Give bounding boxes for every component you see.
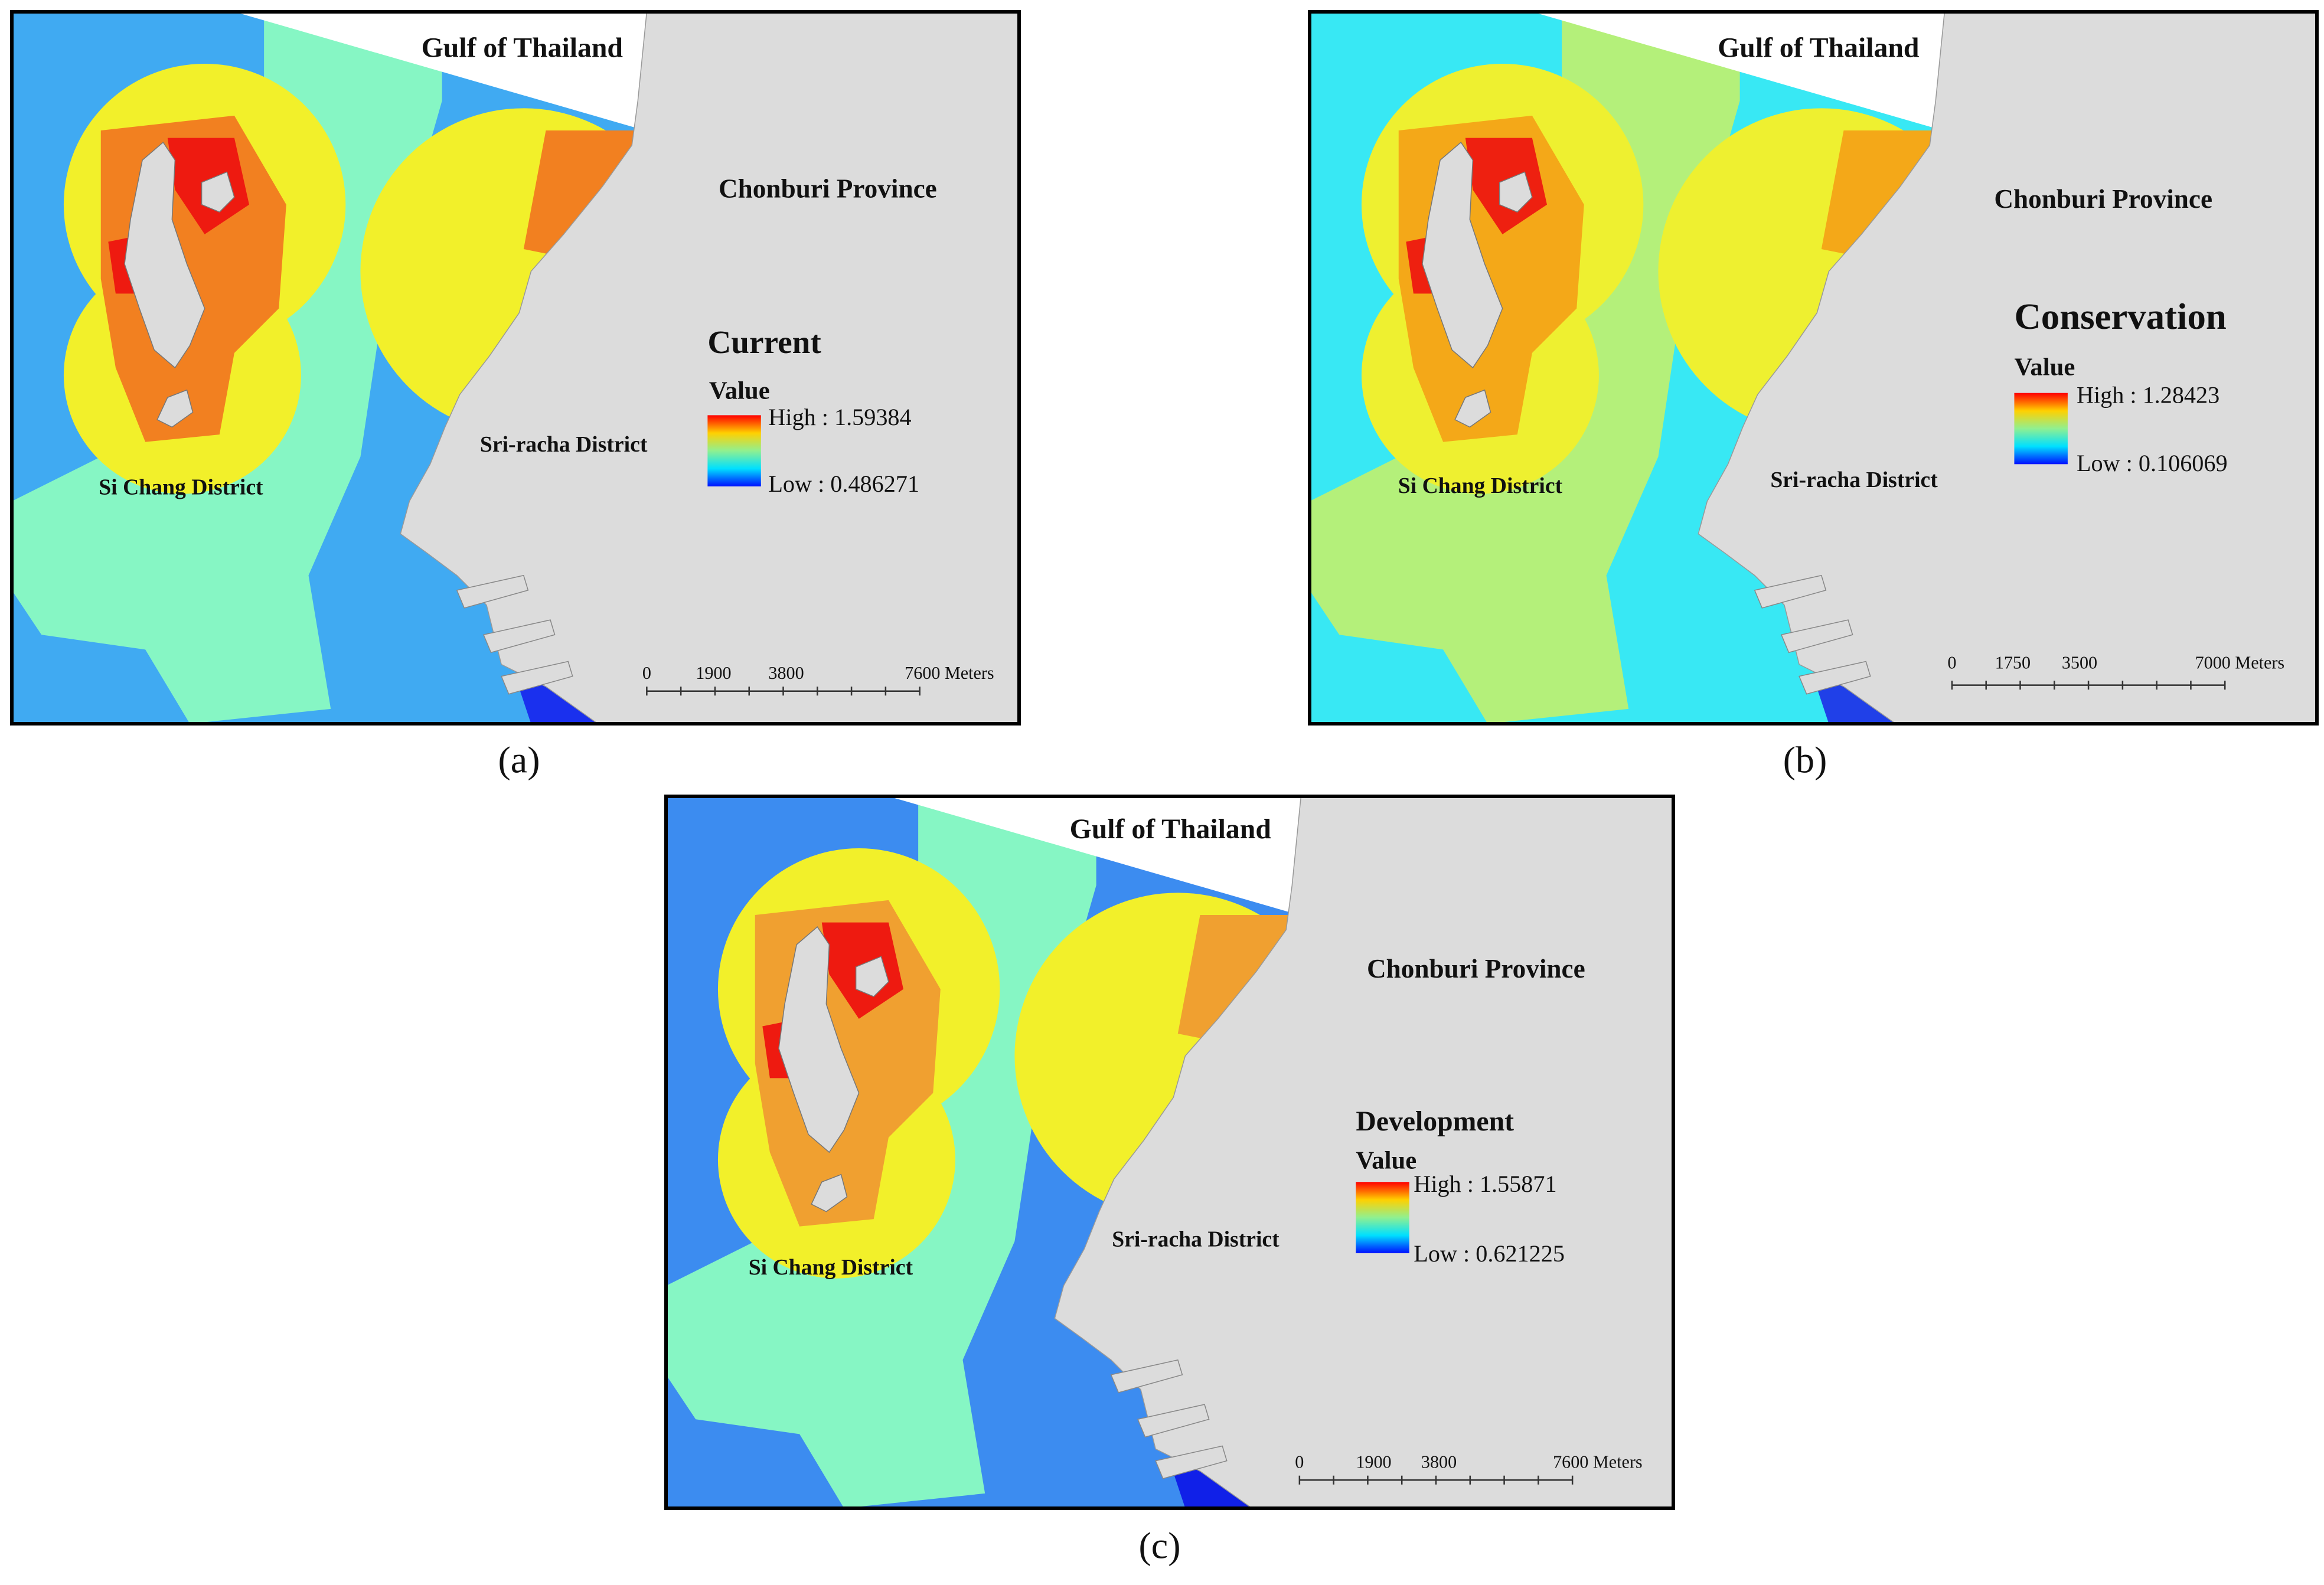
gulf-label: Gulf of Thailand [1718, 32, 1919, 63]
zone [523, 130, 635, 257]
legend-ramp [1356, 1182, 1409, 1253]
scale-label: 1900 [1356, 1452, 1391, 1472]
legend-ramp [707, 415, 761, 486]
island [1422, 141, 1533, 428]
scale-label: 7600 Meters [1553, 1452, 1643, 1472]
scale-label: 0 [1947, 652, 1956, 672]
no-data [888, 796, 1304, 912]
scale-label: 7600 Meters [905, 663, 994, 683]
panel-frame [10, 10, 1021, 725]
land [400, 12, 1019, 724]
scale-label: 1750 [1995, 652, 2031, 672]
legend-title: Current [707, 324, 821, 360]
panel-caption: (a) [498, 739, 540, 781]
zone [1177, 915, 1290, 1041]
gulf-label: Gulf of Thailand [422, 32, 623, 63]
zone [1821, 130, 1933, 257]
legend-ramp [2014, 393, 2068, 465]
pier [456, 574, 529, 609]
district-label: Si Chang District [749, 1255, 913, 1280]
scale-label: 3500 [2062, 652, 2097, 672]
scale-label: 0 [642, 663, 651, 683]
pier [1799, 661, 1871, 695]
legend-subtitle: Value [709, 377, 770, 405]
province-label: Chonburi Province [1367, 954, 1585, 983]
pier [501, 661, 573, 695]
legend-high: High : 1.55871 [1414, 1171, 1556, 1197]
scale-label: 0 [1295, 1452, 1304, 1472]
district-label: Si Chang District [1398, 473, 1563, 498]
gulf-label: Gulf of Thailand [1070, 813, 1271, 845]
no-data [1532, 12, 1948, 128]
scale-label: 3800 [1421, 1452, 1457, 1472]
panel-frame [664, 795, 1675, 1510]
legend-high: High : 1.59384 [768, 404, 911, 430]
scale-label: 7000 Meters [2195, 652, 2285, 672]
pier [1780, 619, 1853, 653]
land [1054, 796, 1673, 1508]
district-label: Sri-racha District [1770, 468, 1938, 492]
legend-title: Conservation [2014, 296, 2226, 337]
pier [1155, 1445, 1228, 1479]
island [778, 926, 889, 1213]
map-panel: Gulf of Thailand Chonburi Province Sri-rac… [666, 796, 1673, 1508]
district-label: Si Chang District [99, 475, 263, 500]
legend-low: Low : 0.486271 [768, 470, 919, 497]
province-label: Chonburi Province [1994, 184, 2212, 214]
legend-subtitle: Value [2014, 353, 2075, 381]
panel-frame [1308, 10, 2319, 725]
legend-low: Low : 0.106069 [2077, 450, 2228, 476]
panel-caption: (b) [1783, 739, 1827, 781]
pier [482, 619, 556, 653]
map-panel: Gulf of Thailand Chonburi Province Sri-rac… [1310, 12, 2317, 724]
panel-caption: (c) [1138, 1525, 1180, 1567]
legend-subtitle: Value [1356, 1146, 1416, 1174]
legend-title: Development [1356, 1106, 1514, 1137]
district-label: Sri-racha District [1112, 1227, 1279, 1251]
pier [1754, 574, 1827, 609]
district-label: Sri-racha District [480, 432, 648, 457]
island [124, 141, 235, 428]
scale-label: 1900 [696, 663, 731, 683]
pier [1110, 1359, 1183, 1393]
scale-label: 3800 [768, 663, 804, 683]
pier [1137, 1404, 1210, 1438]
province-label: Chonburi Province [719, 174, 937, 203]
legend-high: High : 1.28423 [2077, 381, 2219, 408]
land [1698, 12, 2317, 724]
no-data [234, 12, 650, 128]
legend-low: Low : 0.621225 [1414, 1240, 1565, 1267]
map-panel: Gulf of Thailand Chonburi Province Sri-rac… [12, 12, 1019, 724]
